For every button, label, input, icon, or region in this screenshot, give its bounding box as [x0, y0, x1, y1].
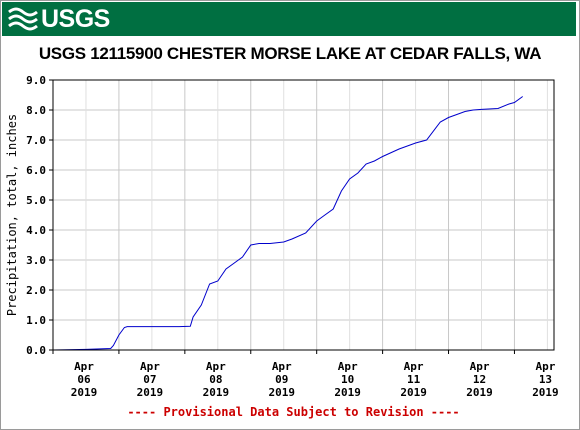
y-tick-label: 4.0 — [26, 224, 46, 237]
y-axis-label: Precipitation, total, inches — [5, 114, 19, 316]
y-tick-label: 5.0 — [26, 194, 46, 207]
x-tick-label: 06 — [77, 373, 91, 386]
x-tick-label: 2019 — [203, 386, 230, 399]
x-tick-label: Apr — [470, 360, 490, 373]
x-tick-label: 2019 — [400, 386, 427, 399]
y-tick-label: 6.0 — [26, 164, 46, 177]
x-tick-label: 09 — [275, 373, 288, 386]
x-tick-label: Apr — [338, 360, 358, 373]
provisional-data-note: ---- Provisional Data Subject to Revisio… — [127, 405, 459, 419]
chart-title: USGS 12115900 CHESTER MORSE LAKE AT CEDA… — [38, 44, 542, 63]
x-tick-label: 2019 — [334, 386, 361, 399]
x-tick-label: 11 — [407, 373, 421, 386]
y-tick-label: 9.0 — [26, 74, 46, 87]
x-tick-label: Apr — [74, 360, 94, 373]
usgs-wave-icon — [8, 7, 38, 31]
y-tick-label: 7.0 — [26, 134, 46, 147]
x-tick-label: 13 — [539, 373, 552, 386]
x-tick-label: Apr — [206, 360, 226, 373]
x-tick-label: 2019 — [71, 386, 98, 399]
plot-border — [52, 79, 555, 351]
x-tick-label: 07 — [143, 373, 156, 386]
x-tick-label: 2019 — [269, 386, 296, 399]
y-tick-label: 3.0 — [26, 254, 46, 267]
x-tick-label: Apr — [140, 360, 160, 373]
precipitation-series-line — [52, 96, 523, 351]
y-tick-label: 0.0 — [26, 344, 46, 357]
usgs-logo-text: USGS — [41, 5, 110, 33]
plot-area — [53, 80, 554, 350]
y-tick-label: 8.0 — [26, 104, 46, 117]
x-tick-label: Apr — [272, 360, 292, 373]
usgs-banner: USGS — [2, 2, 576, 36]
x-tick-label: 10 — [341, 373, 354, 386]
x-tick-label: 2019 — [532, 386, 559, 399]
x-tick-label: Apr — [536, 360, 556, 373]
y-tick-label: 2.0 — [26, 284, 46, 297]
usgs-logo[interactable]: USGS — [8, 5, 110, 33]
y-tick-label: 1.0 — [26, 314, 46, 327]
x-tick-label: 12 — [473, 373, 486, 386]
x-tick-label: 2019 — [137, 386, 164, 399]
x-tick-label: 2019 — [466, 386, 493, 399]
x-tick-label: 08 — [209, 373, 222, 386]
x-tick-label: Apr — [404, 360, 424, 373]
